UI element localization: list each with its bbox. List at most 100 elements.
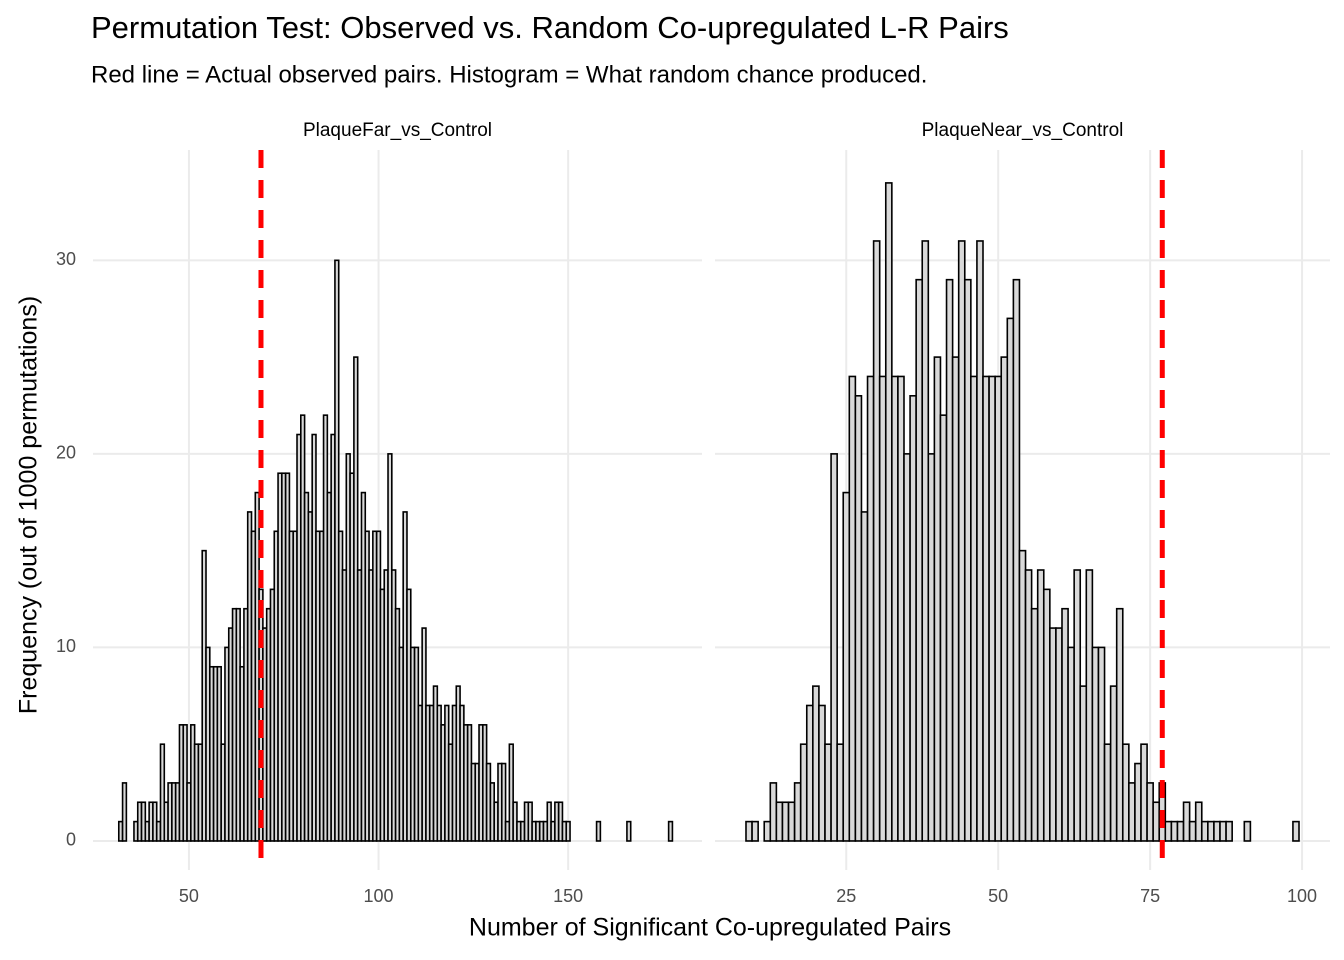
histogram-bar [909,395,917,842]
histogram-bar [565,820,571,842]
histogram-bar [1018,549,1027,842]
histogram-bar [1036,569,1045,842]
histogram-bar [1121,743,1130,842]
histogram-bar [1030,607,1039,842]
histogram-bar [1085,569,1094,842]
histogram-bar [957,240,966,842]
histogram-bar [1176,820,1185,842]
x-tick-label: 25 [836,886,856,906]
histogram-bar [921,240,930,842]
histogram-bar [1097,646,1106,842]
x-tick-label: 75 [1140,886,1160,906]
histogram-bar [775,801,784,842]
histogram-bar [1061,607,1069,842]
histogram-bar [830,453,838,842]
chart-title: Permutation Test: Observed vs. Random Co… [91,10,1009,45]
y-tick-label: 10 [56,636,76,656]
histogram-bar [970,375,978,842]
histogram-bar [891,375,899,842]
histogram-bar [1012,278,1021,842]
histogram-bar [1055,627,1063,842]
histogram-bar [781,801,790,842]
histogram-bar [1146,782,1154,842]
histogram-bar [1103,743,1112,842]
histogram-bar [1188,820,1197,842]
histogram-bar [751,820,759,842]
histogram-bar [939,414,948,842]
y-tick-label: 0 [66,830,76,850]
histogram-bar [1182,801,1191,842]
histogram-bar [1140,743,1148,842]
y-axis-label: Frequency (out of 1000 permutations) [15,296,43,714]
histogram-bar [988,375,996,842]
histogram-bar [854,395,863,842]
histogram-bar [1200,820,1209,842]
histogram-bar [500,762,507,842]
histogram-bar [951,356,960,842]
histogram-bar [1170,820,1179,842]
histogram-bar [1006,317,1015,842]
x-tick-label: 150 [553,886,583,906]
histogram-bar [793,782,802,842]
histogram-bar [805,704,814,842]
histogram-bar [1000,356,1009,842]
histogram-bar [1219,820,1227,842]
histogram-bar [842,491,851,842]
histogram-bar [667,820,674,842]
histogram-bar [1079,685,1088,842]
histogram-bar [1213,820,1221,842]
histogram-bar [945,278,954,842]
histogram-bar [872,240,881,842]
histogram-bar [508,743,514,842]
histogram-bar [1134,762,1142,842]
histogram-bar [1207,820,1215,842]
histogram-bar [1128,782,1136,842]
histogram-bar [121,782,128,842]
histogram-bar [1225,820,1233,842]
histogram-bar [787,801,796,842]
histogram-bar [963,278,972,842]
histogram-bar [1042,588,1051,842]
histogram-bar [159,743,166,842]
histogram-bar [1024,569,1033,842]
histogram-bar [812,685,820,842]
histogram-bar [884,182,893,842]
histogram-bar [763,820,772,842]
histogram-bar [1194,801,1203,842]
histogram-bar [1073,569,1082,842]
histogram-bar [915,278,924,842]
y-tick-label: 20 [56,443,76,463]
histogram-bar [1292,820,1300,842]
x-tick-label: 100 [364,886,394,906]
histogram-bar [976,240,984,842]
histogram-bar [878,375,887,842]
histogram-bar [595,820,602,842]
histogram-bar [1152,801,1161,842]
histogram-bar [836,743,845,842]
histogram-bar [1049,627,1057,842]
histogram-bar [994,375,1003,842]
histogram-bar [982,375,990,842]
panel-label: PlaqueNear_vs_Control [922,120,1124,141]
histogram-bar [933,356,942,842]
histogram-bar [897,375,905,842]
x-tick-label: 100 [1287,886,1317,906]
histogram-bar [824,743,832,842]
histogram-bar [769,782,778,842]
x-tick-label: 50 [179,886,199,906]
histogram-bar [626,820,632,842]
x-tick-label: 50 [988,886,1008,906]
histogram-bar [927,453,936,842]
panel-label: PlaqueFar_vs_Control [303,120,492,141]
histogram-bar [818,704,826,842]
chart-subtitle: Red line = Actual observed pairs. Histog… [91,61,927,88]
histogram-bar [745,820,753,842]
histogram-bar [903,453,911,842]
histogram-bar [1164,820,1173,842]
histogram-bar [860,511,869,842]
histogram-bar [1115,607,1124,842]
histogram-bar [799,743,808,842]
histogram-bar [848,375,857,842]
y-tick-label: 30 [56,249,76,269]
